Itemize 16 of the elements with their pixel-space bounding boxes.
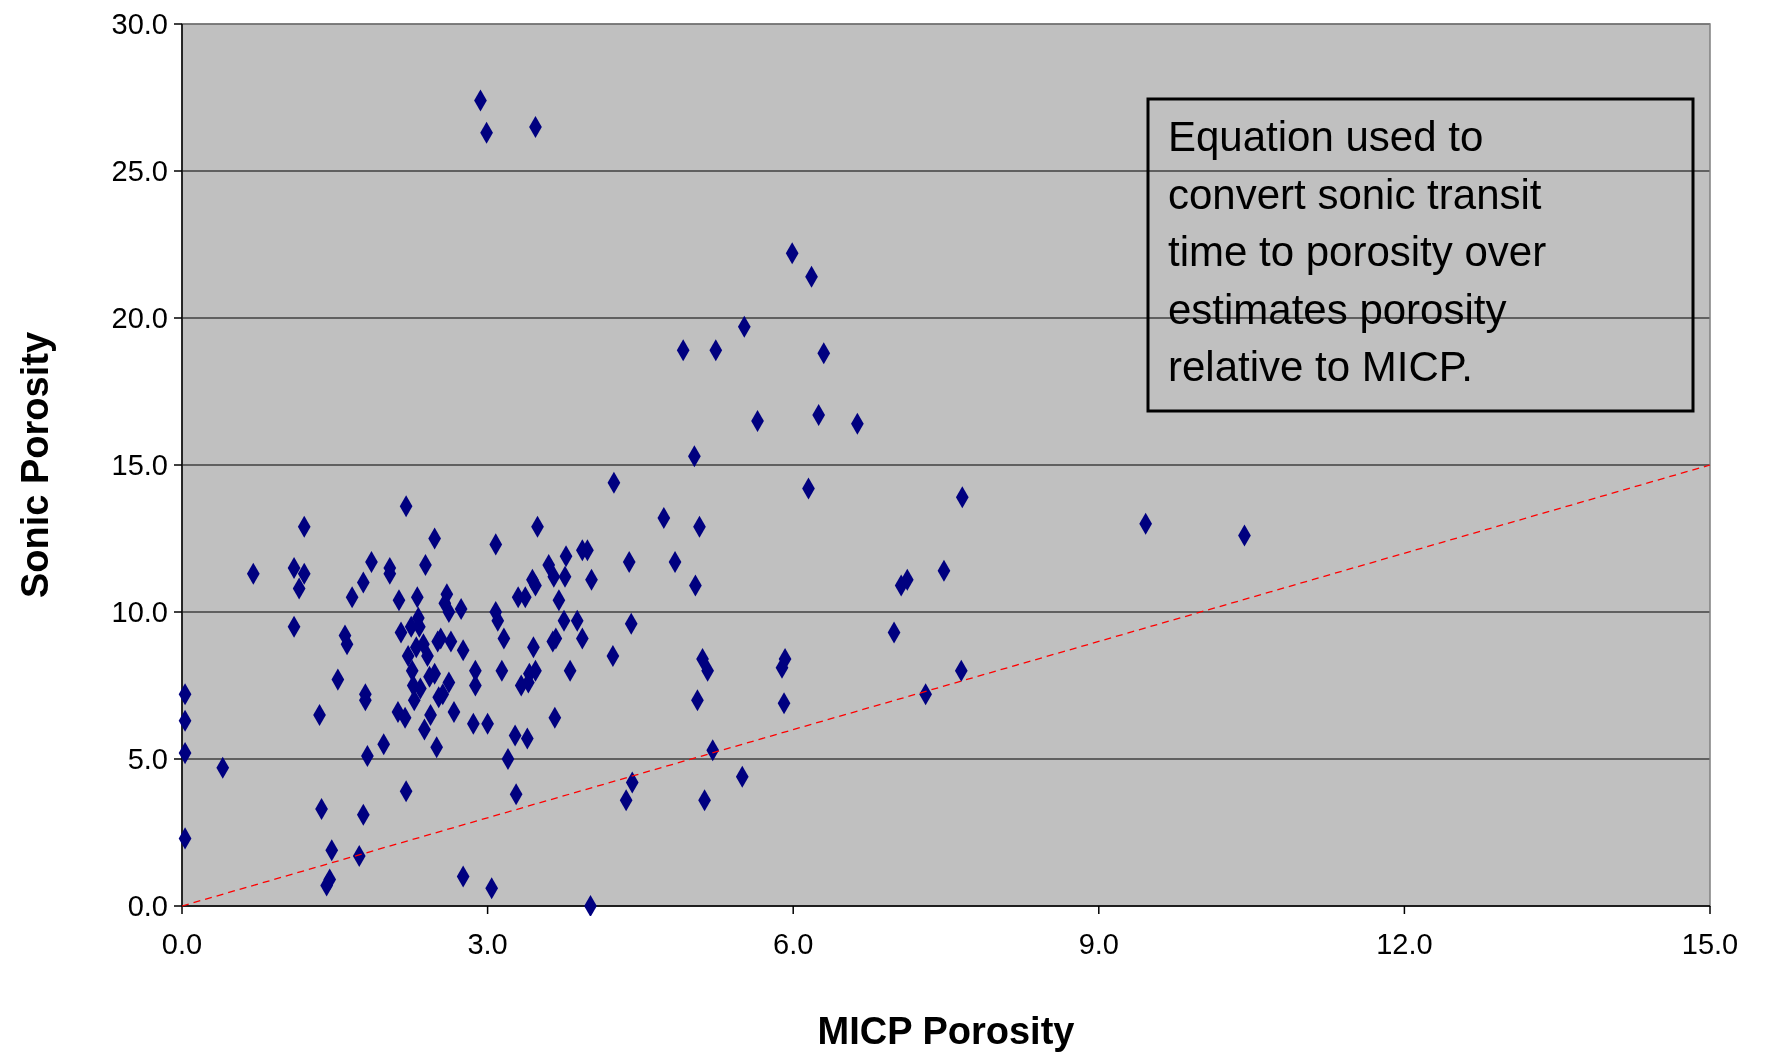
x-tick-label: 12.0 xyxy=(1376,928,1433,960)
y-tick-label: 5.0 xyxy=(127,743,168,776)
annotation: Equation used to convert sonic transit time to porosity over estimates porosity relative to MICP. xyxy=(1168,113,1547,390)
y-axis-title: Sonic Porosity xyxy=(14,331,56,599)
y-tick-label: 15.0 xyxy=(111,449,168,482)
y-tick-label: 10.0 xyxy=(111,596,168,629)
x-tick-label: 3.0 xyxy=(467,928,508,960)
y-tick-label: 25.0 xyxy=(111,155,168,188)
x-tick-label: 6.0 xyxy=(773,928,814,960)
x-tick-label: 9.0 xyxy=(1078,928,1119,960)
x-tick-label: 15.0 xyxy=(1681,928,1739,960)
y-tick-label: 0.0 xyxy=(127,890,168,923)
x-axis-title: MICP Porosity xyxy=(817,1010,1075,1052)
x-tick-label: 0.0 xyxy=(161,928,203,960)
y-tick-label: 30.0 xyxy=(111,8,168,41)
y-tick-label: 20.0 xyxy=(111,302,168,335)
